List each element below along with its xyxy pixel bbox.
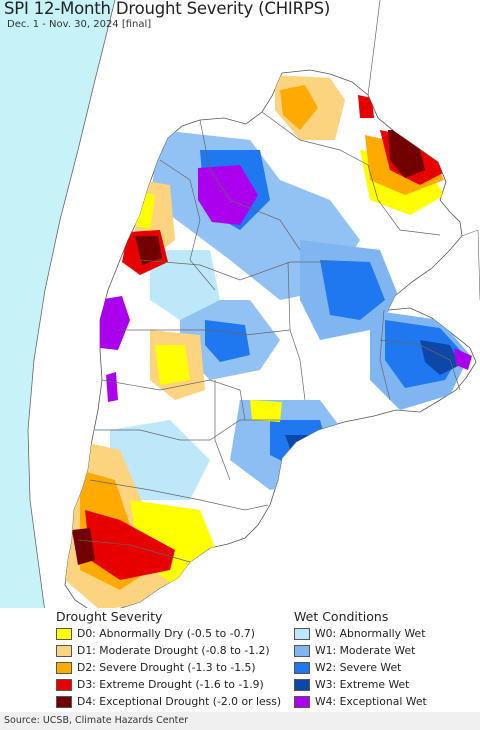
drought-area-d0-central [155,345,190,385]
wet-area-w2-chaco [320,260,385,320]
wet-area-w0-west [150,250,220,320]
legend-wet-item-swatch [294,644,310,657]
legend-wet-item-label: W3: Extreme Wet [315,678,410,691]
drought-area-d2-paraguay [280,85,318,130]
drought-area-d4-andes [135,236,162,265]
drought-area-d0-pampa [250,400,282,422]
atlantic-coast [461,229,480,301]
legend-drought-item-4: D4: Exceptional Drought (-2.0 or less) [56,694,281,709]
legend-wet-item-2: W2: Severe Wet [294,660,401,675]
legend-drought-item-3: D3: Extreme Drought (-1.6 to -1.9) [56,677,264,692]
source-text: Source: UCSB, Climate Hazards Center [4,715,189,726]
page-title: SPI 12-Month Drought Severity (CHIRPS) [4,0,331,18]
wet-area-w4-small-west [106,372,118,402]
legend-drought-item-label: D1: Moderate Drought (-0.8 to -1.2) [77,644,270,657]
legend-wet-item-label: W4: Exceptional Wet [315,695,427,708]
legend-drought-item-swatch [56,644,72,657]
legend-wet-item-3: W3: Extreme Wet [294,677,409,692]
borders [77,111,461,563]
wet-area-w4-west [98,296,130,350]
legend-wet-item-label: W2: Severe Wet [315,661,402,674]
legend-wet-item-4: W4: Exceptional Wet [294,694,427,709]
legend-drought-item-label: D0: Abnormally Dry (-0.5 to -0.7) [77,627,255,640]
legend-wet-item-swatch [294,695,310,708]
legend: Drought Severity Wet Conditions D0: Abno… [0,608,480,712]
footer: Source: UCSB, Climate Hazards Center [0,712,480,730]
legend-drought-item-0: D0: Abnormally Dry (-0.5 to -0.7) [56,626,255,641]
coastline [27,0,116,612]
drought-map [0,0,480,612]
legend-wet-title: Wet Conditions [294,609,389,624]
page-subtitle: Dec. 1 - Nov. 30, 2024 [final] [7,19,152,30]
legend-drought-item-swatch [56,678,72,691]
wet-area-w4-east [454,348,472,370]
legend-drought-item-swatch [56,695,72,708]
legend-drought-item-label: D3: Extreme Drought (-1.6 to -1.9) [77,678,264,691]
drought-area-d3-north-tip [358,95,374,118]
wet-area-w4-north [198,165,258,225]
legend-wet-item-1: W1: Moderate Wet [294,643,415,658]
legend-drought-item-label: D4: Exceptional Drought (-2.0 or less) [77,695,282,708]
legend-wet-item-label: W1: Moderate Wet [315,644,416,657]
legend-drought-title: Drought Severity [56,609,163,624]
legend-drought-item-2: D2: Severe Drought (-1.3 to -1.5) [56,660,256,675]
legend-drought-item-label: D2: Severe Drought (-1.3 to -1.5) [77,661,256,674]
brazil-border [367,0,381,96]
legend-wet-item-swatch [294,627,310,640]
legend-drought-item-1: D1: Moderate Drought (-0.8 to -1.2) [56,643,270,658]
legend-wet-item-swatch [294,661,310,674]
legend-wet-item-swatch [294,678,310,691]
wet-area-w3-uruguay [420,340,460,375]
legend-drought-item-swatch [56,627,72,640]
legend-wet-item-0: W0: Abnormally Wet [294,626,425,641]
legend-wet-item-label: W0: Abnormally Wet [315,627,426,640]
drought-area-d4-patagonia [72,528,95,565]
legend-drought-item-swatch [56,661,72,674]
